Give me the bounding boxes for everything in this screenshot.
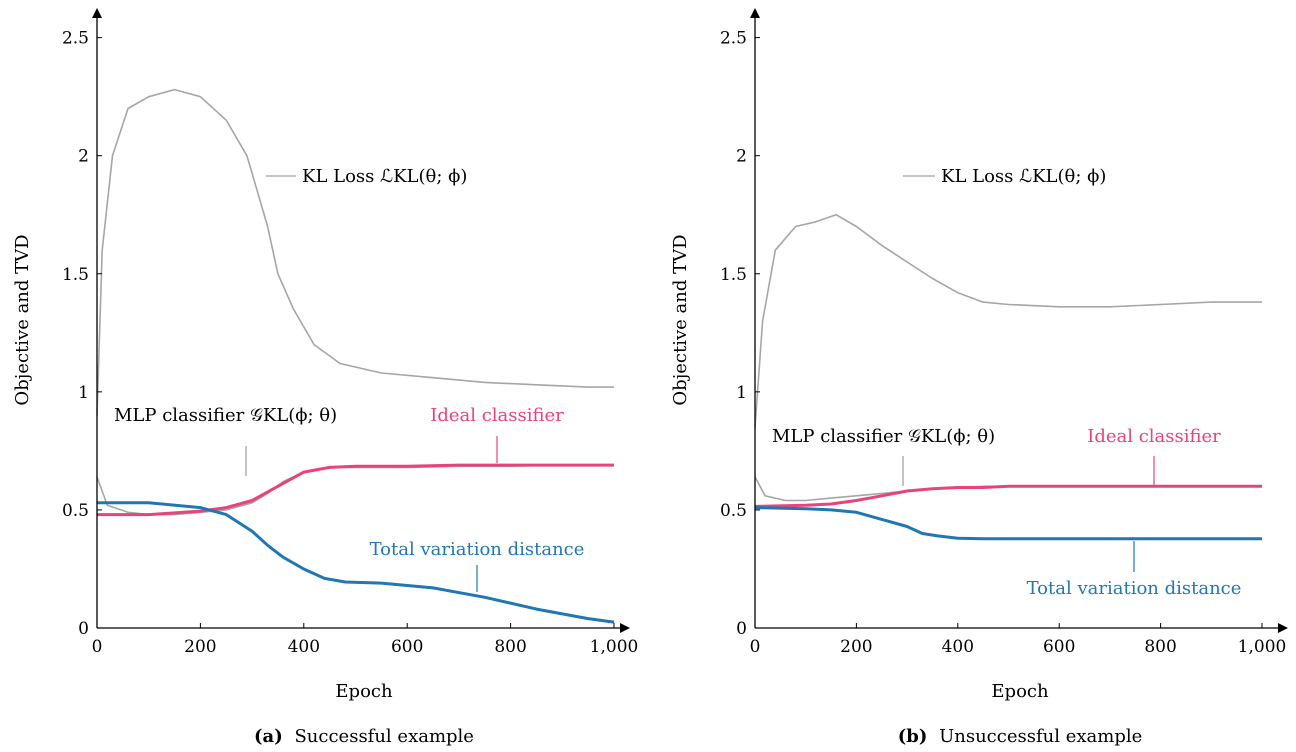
- x-tick-label: 400: [288, 637, 320, 657]
- caption-b: (b) Unsuccessful example: [898, 726, 1143, 747]
- x-axis-label: Epoch: [335, 681, 393, 702]
- mlp-classifier-annotation: MLP classifier 𝒢KL(ϕ; θ): [114, 405, 337, 426]
- x-tick-label: 200: [840, 637, 872, 657]
- x-tick-label: 0: [750, 637, 761, 657]
- y-tick-label: 2.5: [720, 29, 747, 49]
- y-axis-label: Objective and TVD: [670, 234, 691, 405]
- kl-loss-annotation: KL Loss ℒKL(θ; ϕ): [302, 166, 467, 187]
- y-tick-label: 1.5: [62, 265, 89, 285]
- y-tick-label: 0.5: [720, 501, 747, 521]
- kl-loss-line: [754, 213, 1262, 428]
- y-tick-label: 2: [78, 147, 89, 167]
- tick-layer: 0 200 400 600 800 1,000 0 0.5 1 1.5 2 2.5: [62, 29, 638, 657]
- x-tick-label: 800: [494, 637, 526, 657]
- x-tick-label: 600: [391, 637, 423, 657]
- caption-a-text: Successful example: [294, 726, 473, 747]
- y-tick-label: 2.5: [62, 29, 89, 49]
- kl-loss-line: [96, 88, 614, 416]
- x-tick-label: 600: [1043, 637, 1075, 657]
- mlp-classifier-line: [754, 476, 1262, 502]
- caption-a: (a) Successful example: [254, 726, 474, 747]
- y-tick-label: 2: [736, 147, 747, 167]
- tvd-line: [97, 501, 615, 624]
- ideal-classifier-line: [754, 484, 1262, 508]
- caption-b-label: (b): [898, 726, 928, 747]
- caption-b-text: Unsuccessful example: [939, 726, 1142, 747]
- mlp-classifier-line: [96, 464, 614, 516]
- x-tick-label: 1,000: [590, 637, 639, 657]
- tvd-line: [754, 506, 1262, 541]
- x-tick-label: 0: [92, 637, 103, 657]
- y-tick-label: 1: [78, 383, 89, 403]
- y-tick-label: 1.5: [720, 265, 747, 285]
- x-tick-label: 800: [1144, 637, 1176, 657]
- x-tick-label: 200: [184, 637, 216, 657]
- panel-a-chart: 0 200 400 600 800 1,000 0 0.5 1 1.5 2 2.5 Epoch Obj…: [12, 8, 638, 747]
- caption-a-label: (a): [254, 726, 283, 747]
- ideal-classifier-annotation: Ideal classifier: [1087, 426, 1221, 447]
- tvd-annotation: Total variation distance: [370, 539, 585, 560]
- y-tick-label: 0: [736, 619, 747, 639]
- y-tick-label: 0: [78, 619, 89, 639]
- tvd-annotation: Total variation distance: [1027, 578, 1242, 599]
- x-axis-label: Epoch: [991, 681, 1049, 702]
- y-axis-label: Objective and TVD: [12, 234, 33, 405]
- ideal-classifier-line: [97, 463, 614, 517]
- y-tick-label: 1: [736, 383, 747, 403]
- x-tick-label: 1,000: [1238, 637, 1287, 657]
- panel-b-chart: 0 200 400 600 800 1,000 0 0.5 1 1.5 2 2.5 Epoch Obj…: [670, 8, 1288, 747]
- tick-layer: 0 200 400 600 800 1,000 0 0.5 1 1.5 2 2.5: [720, 29, 1286, 657]
- kl-loss-annotation: KL Loss ℒKL(θ; ϕ): [941, 166, 1106, 187]
- mlp-classifier-annotation: MLP classifier 𝒢KL(ϕ; θ): [772, 426, 995, 447]
- x-tick-label: 400: [942, 637, 974, 657]
- series-layer: [96, 88, 615, 624]
- ideal-classifier-annotation: Ideal classifier: [430, 405, 564, 426]
- series-layer: [754, 213, 1262, 541]
- y-tick-label: 0.5: [62, 501, 89, 521]
